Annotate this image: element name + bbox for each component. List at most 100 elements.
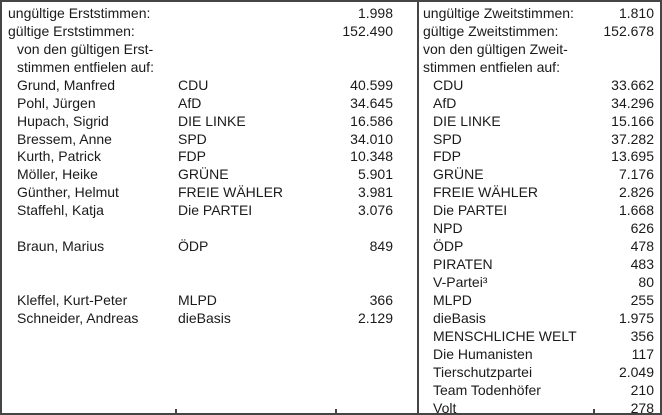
party-name: Volt bbox=[433, 399, 457, 415]
vote-count: 356 bbox=[630, 327, 654, 344]
party-name: Die Humanisten bbox=[433, 345, 533, 362]
zweitstimmen-rows: ungültige Zweitstimmen: 1.810 gültige Zw… bbox=[419, 2, 660, 415]
candidate-row: Schneider, Andreas dieBasis 2.129 bbox=[2, 309, 417, 327]
vote-count: 478 bbox=[630, 238, 654, 255]
summary-label: gültige Zweitstimmen: bbox=[423, 22, 559, 39]
summary-label: gültige Erststimmen: bbox=[8, 22, 135, 39]
vote-count: 849 bbox=[369, 238, 393, 255]
summary-row-valid-first-votes: gültige Erststimmen: 152.490 bbox=[2, 22, 417, 40]
party-row: Tierschutzpartei 2.049 bbox=[419, 363, 660, 381]
vote-count: 5.901 bbox=[357, 166, 393, 183]
summary-row-invalid-second-votes: ungültige Zweitstimmen: 1.810 bbox=[419, 4, 660, 22]
summary-value: 152.490 bbox=[342, 22, 393, 39]
candidate-name: Günther, Helmut bbox=[17, 184, 119, 201]
candidate-name: Grund, Manfred bbox=[17, 76, 116, 93]
party-row: MLPD 255 bbox=[419, 291, 660, 309]
candidate-row: Kurth, Patrick FDP 10.348 bbox=[2, 148, 417, 166]
vote-count: 210 bbox=[630, 381, 654, 398]
party-name: Team Todenhöfer bbox=[433, 381, 541, 398]
vote-count: 34.296 bbox=[611, 94, 654, 111]
candidate-name: Kleffel, Kurt-Peter bbox=[17, 291, 128, 308]
vote-count: 40.599 bbox=[350, 76, 393, 93]
candidate-name: Bressem, Anne bbox=[17, 130, 112, 147]
summary-row-valid-second-votes: gültige Zweitstimmen: 152.678 bbox=[419, 22, 660, 40]
party-name: FREIE WÄHLER bbox=[178, 184, 284, 201]
summary-value: 1.998 bbox=[357, 4, 393, 21]
party-row: AfD 34.296 bbox=[419, 94, 660, 112]
party-row: ÖDP 478 bbox=[419, 237, 660, 255]
summary-label: ungültige Erststimmen: bbox=[8, 4, 151, 21]
vote-count: 626 bbox=[630, 220, 654, 237]
subheader-text: stimmen entfielen auf: bbox=[423, 58, 560, 75]
party-name: dieBasis bbox=[433, 309, 486, 326]
vote-count: 16.586 bbox=[350, 112, 393, 129]
party-row: SPD 37.282 bbox=[419, 130, 660, 148]
summary-row-invalid-first-votes: ungültige Erststimmen: 1.998 bbox=[2, 4, 417, 22]
column-divider-tick bbox=[175, 409, 177, 413]
subheader-text: von den gültigen Erst- bbox=[17, 40, 154, 57]
vote-count: 2.049 bbox=[618, 363, 654, 380]
party-name: SPD bbox=[433, 130, 462, 147]
erststimmen-rows: ungültige Erststimmen: 1.998 gültige Ers… bbox=[2, 2, 417, 327]
vote-count: 37.282 bbox=[611, 130, 654, 147]
party-name: DIE LINKE bbox=[433, 112, 501, 129]
candidate-row: Hupach, Sigrid DIE LINKE 16.586 bbox=[2, 112, 417, 130]
party-name: MLPD bbox=[178, 291, 217, 308]
party-name: PIRATEN bbox=[433, 256, 493, 273]
party-name: V-Partei³ bbox=[433, 274, 488, 291]
vote-count: 80 bbox=[638, 274, 654, 291]
party-row: dieBasis 1.975 bbox=[419, 309, 660, 327]
candidate-row: Bressem, Anne SPD 34.010 bbox=[2, 130, 417, 148]
party-name: MLPD bbox=[433, 291, 472, 308]
column-divider-tick bbox=[593, 409, 595, 413]
vote-count: 7.176 bbox=[618, 166, 654, 183]
vote-count: 483 bbox=[630, 256, 654, 273]
candidate-row: Möller, Heike GRÜNE 5.901 bbox=[2, 165, 417, 183]
party-row: Team Todenhöfer 210 bbox=[419, 381, 660, 399]
candidate-name: Schneider, Andreas bbox=[17, 309, 139, 326]
vote-count: 34.645 bbox=[350, 94, 393, 111]
erststimmen-panel: ungültige Erststimmen: 1.998 gültige Ers… bbox=[2, 2, 417, 413]
summary-value: 1.810 bbox=[618, 4, 654, 21]
vote-count: 2.826 bbox=[618, 184, 654, 201]
blank-row bbox=[2, 255, 417, 273]
candidate-row: Braun, Marius ÖDP 849 bbox=[2, 237, 417, 255]
vote-count: 2.129 bbox=[357, 309, 393, 326]
vote-count: 1.668 bbox=[618, 202, 654, 219]
vote-count: 366 bbox=[369, 291, 393, 308]
party-name: AfD bbox=[178, 94, 202, 111]
candidate-row: Kleffel, Kurt-Peter MLPD 366 bbox=[2, 291, 417, 309]
panel-divider bbox=[417, 2, 419, 413]
candidate-row: Staffehl, Katja Die PARTEI 3.076 bbox=[2, 201, 417, 219]
party-name: FREIE WÄHLER bbox=[433, 184, 539, 201]
vote-count: 13.695 bbox=[611, 148, 654, 165]
subheader-row: stimmen entfielen auf: bbox=[419, 58, 660, 76]
party-row: CDU 33.662 bbox=[419, 76, 660, 94]
candidate-name: Staffehl, Katja bbox=[17, 202, 104, 219]
vote-count: 10.348 bbox=[350, 148, 393, 165]
party-name: CDU bbox=[433, 76, 464, 93]
party-row: DIE LINKE 15.166 bbox=[419, 112, 660, 130]
party-row: NPD 626 bbox=[419, 219, 660, 237]
candidate-name: Pohl, Jürgen bbox=[17, 94, 96, 111]
party-name: GRÜNE bbox=[433, 166, 484, 183]
vote-count: 255 bbox=[630, 291, 654, 308]
party-name: FDP bbox=[433, 148, 461, 165]
zweitstimmen-panel: ungültige Zweitstimmen: 1.810 gültige Zw… bbox=[419, 2, 660, 413]
vote-count: 3.076 bbox=[357, 202, 393, 219]
vote-count: 33.662 bbox=[611, 76, 654, 93]
party-name: FDP bbox=[178, 148, 206, 165]
candidate-row: Pohl, Jürgen AfD 34.645 bbox=[2, 94, 417, 112]
party-name: SPD bbox=[178, 130, 207, 147]
party-row: MENSCHLICHE WELT 356 bbox=[419, 327, 660, 345]
candidate-name: Kurth, Patrick bbox=[17, 148, 102, 165]
candidate-row: Grund, Manfred CDU 40.599 bbox=[2, 76, 417, 94]
column-divider-tick bbox=[335, 409, 337, 413]
party-row: Die PARTEI 1.668 bbox=[419, 201, 660, 219]
party-name: Die PARTEI bbox=[433, 202, 508, 219]
summary-value: 152.678 bbox=[603, 22, 654, 39]
party-name: AfD bbox=[433, 94, 457, 111]
party-name: ÖDP bbox=[433, 238, 464, 255]
party-row: PIRATEN 483 bbox=[419, 255, 660, 273]
